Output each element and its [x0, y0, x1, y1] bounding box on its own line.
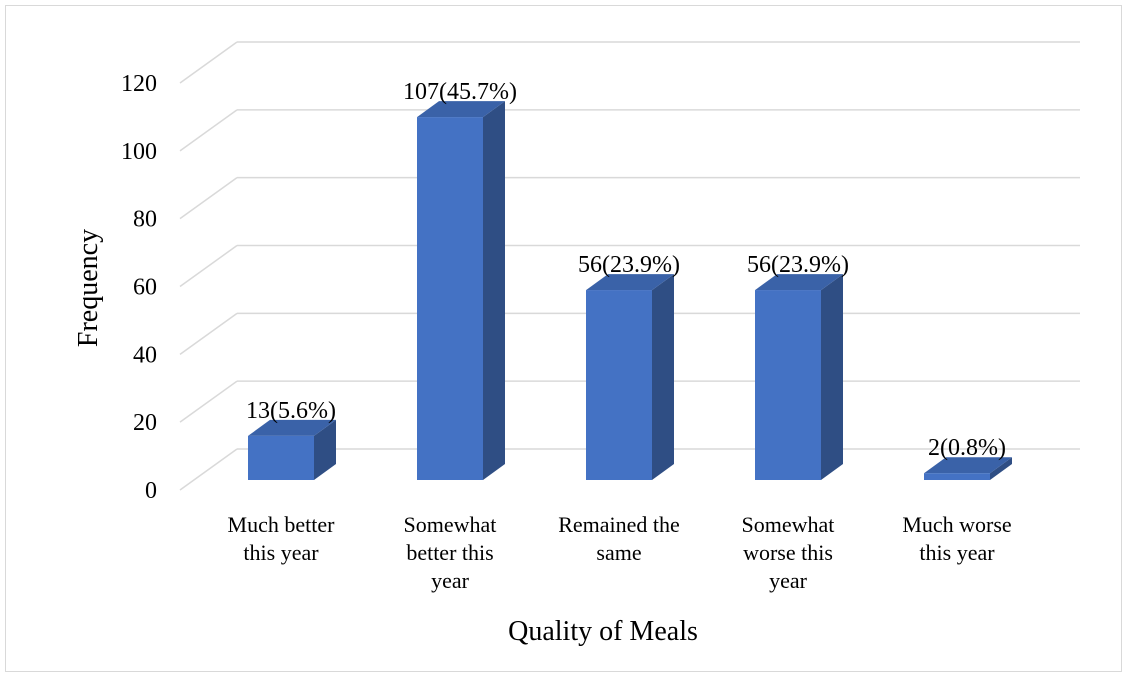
gridline-diagonal — [180, 381, 237, 422]
bar-front — [586, 290, 652, 480]
bar-side — [652, 274, 674, 480]
bar-front — [248, 436, 314, 480]
bar-front — [924, 473, 990, 480]
y-tick-label: 20 — [133, 410, 157, 436]
x-axis-title: Quality of Meals — [508, 616, 698, 647]
bar — [586, 274, 674, 480]
gridline-diagonal — [180, 178, 237, 219]
y-axis-title: Frequency — [73, 229, 104, 347]
gridline-diagonal — [180, 313, 237, 354]
data-label: 13(5.6%) — [246, 398, 336, 424]
bar — [417, 101, 505, 480]
y-tick-label: 0 — [145, 478, 157, 504]
data-label: 56(23.9%) — [747, 252, 849, 278]
y-tick-label: 60 — [133, 275, 157, 301]
data-label: 56(23.9%) — [578, 252, 680, 278]
bar-side — [483, 101, 505, 480]
y-tick-label: 120 — [121, 71, 157, 97]
y-axis-ticks: 0 20 40 60 80 100 120 — [121, 71, 157, 504]
bar-front — [755, 290, 821, 480]
gridline-diagonal — [180, 42, 237, 83]
gridline-diagonal — [180, 449, 237, 490]
x-tick-label: Much better this year — [228, 512, 336, 565]
data-label: 2(0.8%) — [928, 435, 1006, 461]
x-tick-label: Somewhat worse this year — [742, 512, 835, 593]
bars — [248, 101, 1012, 480]
y-tick-label: 100 — [121, 139, 157, 165]
y-tick-label: 40 — [133, 342, 157, 368]
x-tick-label: Somewhat better this year — [404, 512, 497, 593]
data-label: 107(45.7%) — [403, 79, 517, 105]
y-tick-label: 80 — [133, 207, 157, 233]
x-axis-categories: Much better this year Somewhat better this y… — [228, 512, 1012, 593]
gridline-diagonal — [180, 246, 237, 287]
bar — [755, 274, 843, 480]
bar-side — [821, 274, 843, 480]
x-tick-label: Remained the same — [558, 512, 680, 565]
bar-front — [417, 117, 483, 480]
x-tick-label: Much worse this year — [902, 512, 1011, 565]
gridline-diagonal — [180, 110, 237, 151]
bar — [248, 420, 336, 480]
